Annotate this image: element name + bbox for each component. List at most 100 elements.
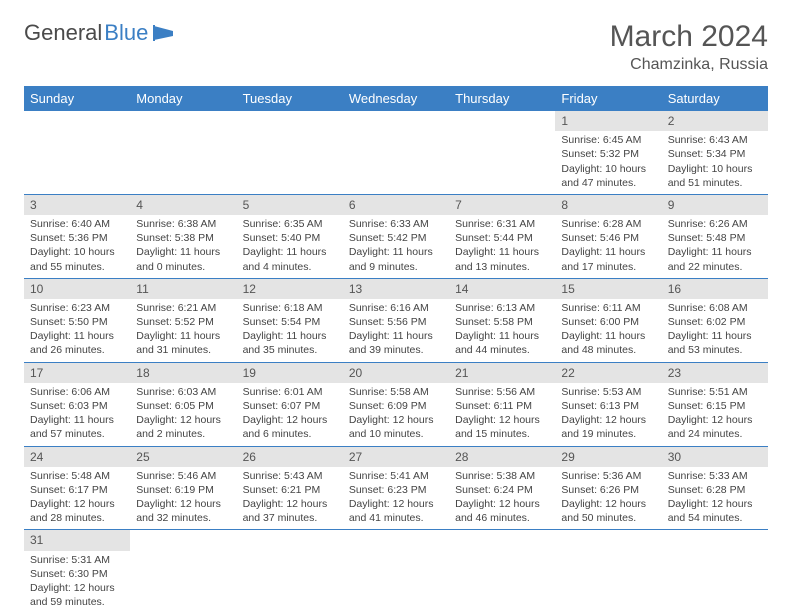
day-cell xyxy=(343,111,449,194)
day-number: 9 xyxy=(662,195,768,215)
day-number: 23 xyxy=(662,363,768,383)
day-details: Sunrise: 6:35 AMSunset: 5:40 PMDaylight:… xyxy=(237,215,343,278)
day-number: 14 xyxy=(449,279,555,299)
day-cell xyxy=(237,111,343,194)
weekday-header: Saturday xyxy=(662,86,768,111)
day-number: 3 xyxy=(24,195,130,215)
day-cell xyxy=(130,111,236,194)
logo-flag-icon xyxy=(153,24,179,42)
day-details: Sunrise: 5:46 AMSunset: 6:19 PMDaylight:… xyxy=(130,467,236,530)
day-number: 10 xyxy=(24,279,130,299)
day-cell: 5Sunrise: 6:35 AMSunset: 5:40 PMDaylight… xyxy=(237,194,343,278)
day-number: 22 xyxy=(555,363,661,383)
week-row: 10Sunrise: 6:23 AMSunset: 5:50 PMDayligh… xyxy=(24,278,768,362)
day-cell xyxy=(555,530,661,613)
day-number: 2 xyxy=(662,111,768,131)
day-cell: 9Sunrise: 6:26 AMSunset: 5:48 PMDaylight… xyxy=(662,194,768,278)
day-details: Sunrise: 5:58 AMSunset: 6:09 PMDaylight:… xyxy=(343,383,449,446)
day-cell: 6Sunrise: 6:33 AMSunset: 5:42 PMDaylight… xyxy=(343,194,449,278)
day-details: Sunrise: 6:40 AMSunset: 5:36 PMDaylight:… xyxy=(24,215,130,278)
day-details: Sunrise: 6:21 AMSunset: 5:52 PMDaylight:… xyxy=(130,299,236,362)
day-details: Sunrise: 6:31 AMSunset: 5:44 PMDaylight:… xyxy=(449,215,555,278)
day-number: 21 xyxy=(449,363,555,383)
day-cell: 4Sunrise: 6:38 AMSunset: 5:38 PMDaylight… xyxy=(130,194,236,278)
day-details: Sunrise: 6:38 AMSunset: 5:38 PMDaylight:… xyxy=(130,215,236,278)
day-cell: 28Sunrise: 5:38 AMSunset: 6:24 PMDayligh… xyxy=(449,446,555,530)
weekday-header: Wednesday xyxy=(343,86,449,111)
day-details: Sunrise: 5:38 AMSunset: 6:24 PMDaylight:… xyxy=(449,467,555,530)
day-number: 1 xyxy=(555,111,661,131)
weekday-header: Sunday xyxy=(24,86,130,111)
day-cell: 13Sunrise: 6:16 AMSunset: 5:56 PMDayligh… xyxy=(343,278,449,362)
day-details: Sunrise: 6:08 AMSunset: 6:02 PMDaylight:… xyxy=(662,299,768,362)
day-cell xyxy=(449,111,555,194)
day-number: 11 xyxy=(130,279,236,299)
day-details: Sunrise: 6:33 AMSunset: 5:42 PMDaylight:… xyxy=(343,215,449,278)
day-number: 25 xyxy=(130,447,236,467)
day-cell xyxy=(237,530,343,613)
day-details: Sunrise: 6:13 AMSunset: 5:58 PMDaylight:… xyxy=(449,299,555,362)
day-details: Sunrise: 6:16 AMSunset: 5:56 PMDaylight:… xyxy=(343,299,449,362)
day-number: 19 xyxy=(237,363,343,383)
day-number: 7 xyxy=(449,195,555,215)
day-cell: 2Sunrise: 6:43 AMSunset: 5:34 PMDaylight… xyxy=(662,111,768,194)
title-block: March 2024 Chamzinka, Russia xyxy=(610,20,768,74)
day-details: Sunrise: 5:56 AMSunset: 6:11 PMDaylight:… xyxy=(449,383,555,446)
day-cell xyxy=(662,530,768,613)
day-number: 8 xyxy=(555,195,661,215)
day-number: 31 xyxy=(24,530,130,550)
day-cell: 12Sunrise: 6:18 AMSunset: 5:54 PMDayligh… xyxy=(237,278,343,362)
day-cell: 31Sunrise: 5:31 AMSunset: 6:30 PMDayligh… xyxy=(24,530,130,613)
day-details: Sunrise: 5:36 AMSunset: 6:26 PMDaylight:… xyxy=(555,467,661,530)
day-details: Sunrise: 5:43 AMSunset: 6:21 PMDaylight:… xyxy=(237,467,343,530)
week-row: 31Sunrise: 5:31 AMSunset: 6:30 PMDayligh… xyxy=(24,530,768,613)
day-cell xyxy=(449,530,555,613)
day-cell: 20Sunrise: 5:58 AMSunset: 6:09 PMDayligh… xyxy=(343,362,449,446)
day-details: Sunrise: 5:41 AMSunset: 6:23 PMDaylight:… xyxy=(343,467,449,530)
day-cell: 22Sunrise: 5:53 AMSunset: 6:13 PMDayligh… xyxy=(555,362,661,446)
day-number: 13 xyxy=(343,279,449,299)
day-cell: 3Sunrise: 6:40 AMSunset: 5:36 PMDaylight… xyxy=(24,194,130,278)
day-cell: 18Sunrise: 6:03 AMSunset: 6:05 PMDayligh… xyxy=(130,362,236,446)
day-cell: 19Sunrise: 6:01 AMSunset: 6:07 PMDayligh… xyxy=(237,362,343,446)
day-details: Sunrise: 5:51 AMSunset: 6:15 PMDaylight:… xyxy=(662,383,768,446)
day-cell: 16Sunrise: 6:08 AMSunset: 6:02 PMDayligh… xyxy=(662,278,768,362)
day-number: 26 xyxy=(237,447,343,467)
day-cell xyxy=(130,530,236,613)
day-cell: 11Sunrise: 6:21 AMSunset: 5:52 PMDayligh… xyxy=(130,278,236,362)
week-row: 3Sunrise: 6:40 AMSunset: 5:36 PMDaylight… xyxy=(24,194,768,278)
day-details: Sunrise: 5:31 AMSunset: 6:30 PMDaylight:… xyxy=(24,551,130,613)
day-cell: 1Sunrise: 6:45 AMSunset: 5:32 PMDaylight… xyxy=(555,111,661,194)
day-number: 27 xyxy=(343,447,449,467)
day-number: 4 xyxy=(130,195,236,215)
day-cell: 29Sunrise: 5:36 AMSunset: 6:26 PMDayligh… xyxy=(555,446,661,530)
day-cell: 21Sunrise: 5:56 AMSunset: 6:11 PMDayligh… xyxy=(449,362,555,446)
day-number: 6 xyxy=(343,195,449,215)
week-row: 24Sunrise: 5:48 AMSunset: 6:17 PMDayligh… xyxy=(24,446,768,530)
day-details: Sunrise: 5:53 AMSunset: 6:13 PMDaylight:… xyxy=(555,383,661,446)
calendar-table: SundayMondayTuesdayWednesdayThursdayFrid… xyxy=(24,86,768,613)
logo: GeneralBlue xyxy=(24,20,179,46)
header: GeneralBlue March 2024 Chamzinka, Russia xyxy=(24,20,768,74)
day-cell: 24Sunrise: 5:48 AMSunset: 6:17 PMDayligh… xyxy=(24,446,130,530)
day-details: Sunrise: 5:48 AMSunset: 6:17 PMDaylight:… xyxy=(24,467,130,530)
location: Chamzinka, Russia xyxy=(610,56,768,74)
day-details: Sunrise: 6:26 AMSunset: 5:48 PMDaylight:… xyxy=(662,215,768,278)
week-row: 1Sunrise: 6:45 AMSunset: 5:32 PMDaylight… xyxy=(24,111,768,194)
weekday-header: Friday xyxy=(555,86,661,111)
day-cell: 17Sunrise: 6:06 AMSunset: 6:03 PMDayligh… xyxy=(24,362,130,446)
day-number: 28 xyxy=(449,447,555,467)
day-details: Sunrise: 6:43 AMSunset: 5:34 PMDaylight:… xyxy=(662,131,768,194)
day-cell: 10Sunrise: 6:23 AMSunset: 5:50 PMDayligh… xyxy=(24,278,130,362)
day-cell: 8Sunrise: 6:28 AMSunset: 5:46 PMDaylight… xyxy=(555,194,661,278)
day-cell: 30Sunrise: 5:33 AMSunset: 6:28 PMDayligh… xyxy=(662,446,768,530)
day-cell: 14Sunrise: 6:13 AMSunset: 5:58 PMDayligh… xyxy=(449,278,555,362)
day-cell: 15Sunrise: 6:11 AMSunset: 6:00 PMDayligh… xyxy=(555,278,661,362)
day-number: 20 xyxy=(343,363,449,383)
day-details: Sunrise: 6:28 AMSunset: 5:46 PMDaylight:… xyxy=(555,215,661,278)
day-details: Sunrise: 6:45 AMSunset: 5:32 PMDaylight:… xyxy=(555,131,661,194)
day-details: Sunrise: 6:18 AMSunset: 5:54 PMDaylight:… xyxy=(237,299,343,362)
logo-text-1: General xyxy=(24,20,102,46)
day-details: Sunrise: 6:01 AMSunset: 6:07 PMDaylight:… xyxy=(237,383,343,446)
day-number: 29 xyxy=(555,447,661,467)
